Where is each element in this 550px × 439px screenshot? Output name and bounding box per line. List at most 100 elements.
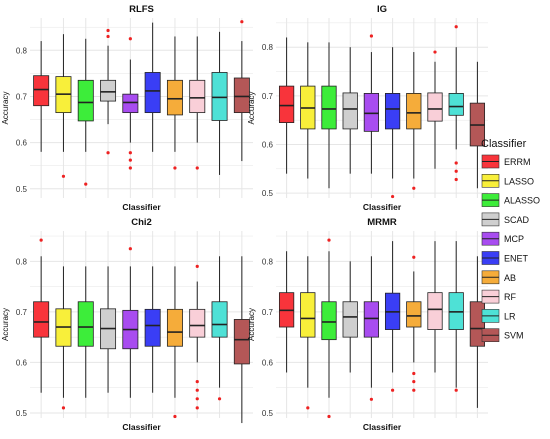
panel-title: MRMR [367, 217, 397, 228]
box-svm [469, 61, 486, 189]
y-tick-label: 0.5 [262, 409, 274, 418]
outlier-point [306, 406, 310, 410]
panel-rlfs: RLFS 0.5 0.6 0.7 0.8 Accuracy Classifier [1, 4, 253, 212]
box-iqr [469, 301, 486, 347]
box-svm [233, 256, 250, 424]
outlier-point [128, 151, 132, 155]
outlier-point [433, 50, 437, 54]
outlier-point [106, 151, 110, 155]
outlier-point [240, 20, 244, 24]
outlier-point [412, 380, 416, 384]
box-lr [211, 31, 228, 175]
y-tick-label: 0.5 [16, 409, 28, 418]
x-axis-label: Classifier [122, 202, 161, 212]
y-tick-label: 0.8 [16, 46, 28, 55]
panel-mrmr: MRMR 0.5 0.6 0.7 0.8 Accuracy Classifier [247, 217, 488, 432]
box-iqr [321, 85, 337, 130]
box-mcp [363, 256, 380, 401]
y-tick-label: 0.8 [16, 257, 28, 266]
y-axis-label: Accuracy [247, 308, 256, 341]
legend-label: AB [504, 273, 516, 283]
box-rf [189, 264, 206, 410]
box-alasso [77, 266, 94, 398]
box-svm [469, 256, 486, 408]
outlier-point [195, 388, 199, 392]
outlier-point [128, 166, 132, 170]
box-enet [384, 47, 401, 199]
box-iqr [33, 301, 50, 338]
outlier-point [195, 380, 199, 384]
outlier-point [454, 161, 458, 165]
panel-chi2: Chi2 0.5 0.6 0.7 0.8 Accuracy Classifier [1, 217, 253, 432]
box-scad [342, 47, 358, 174]
outlier-point [195, 397, 199, 401]
legend-label: SVM [504, 331, 524, 341]
outlier-point [39, 238, 43, 242]
box-iqr [406, 301, 422, 328]
y-tick-label: 0.7 [16, 308, 28, 317]
y-tick-label: 0.6 [16, 139, 28, 148]
box-ab [406, 52, 422, 190]
y-tick-label: 0.6 [16, 358, 28, 367]
outlier-point [61, 406, 66, 410]
legend: Classifier ERRM LASSO ALASSO SCAD MCP ENET AB RF… [481, 138, 540, 343]
outlier-point [173, 414, 177, 419]
outlier-point [195, 166, 199, 170]
legend-item-lr: LR [481, 309, 516, 323]
outlier-point [61, 174, 66, 178]
legend-label: ERRM [504, 157, 531, 167]
box-lasso [300, 256, 316, 410]
legend-item-errm: ERRM [481, 154, 531, 169]
box-errm [278, 37, 295, 174]
box-iqr [166, 308, 183, 347]
box-iqr [144, 308, 161, 347]
box-iqr [33, 75, 50, 107]
y-axis-label: Accuracy [1, 92, 10, 125]
outlier-point [327, 414, 331, 419]
box-iqr [211, 301, 228, 338]
box-enet [144, 266, 161, 393]
outlier-point [412, 186, 416, 190]
x-axis-label: Classifier [363, 202, 402, 212]
box-enet [384, 241, 401, 392]
y-tick-label: 0.6 [262, 358, 274, 367]
legend-item-enet: ENET [481, 251, 529, 265]
panel-title: IG [377, 4, 387, 15]
y-tick-label: 0.7 [262, 92, 274, 101]
panel-title: RLFS [129, 4, 154, 15]
box-iqr [427, 292, 443, 330]
box-enet [144, 22, 161, 152]
box-lr [448, 241, 464, 392]
outlier-point [412, 255, 416, 259]
box-lasso [55, 34, 72, 178]
outlier-point [84, 182, 88, 186]
box-iqr [278, 85, 295, 123]
y-tick-label: 0.5 [16, 185, 28, 194]
legend-item-scad: SCAD [481, 212, 530, 227]
box-rf [189, 36, 206, 170]
box-lasso [55, 266, 72, 410]
y-axis-label: Accuracy [1, 308, 10, 341]
box-errm [33, 238, 50, 393]
box-rf [427, 241, 443, 373]
panel-ig: IG 0.5 0.6 0.7 0.8 Accuracy Classifier [247, 4, 488, 212]
y-tick-label: 0.6 [262, 140, 274, 149]
box-errm [33, 41, 50, 152]
legend-label: LASSO [504, 176, 534, 186]
box-ab [166, 36, 183, 170]
legend-label: ENET [504, 254, 529, 264]
box-lr [211, 256, 228, 401]
box-iqr [100, 79, 117, 102]
box-iqr [363, 301, 380, 338]
y-tick-label: 0.5 [262, 189, 274, 198]
y-tick-label: 0.8 [262, 257, 274, 266]
box-scad [342, 261, 358, 373]
legend-label: RF [504, 292, 516, 302]
box-iqr [77, 301, 94, 347]
box-lr [448, 25, 464, 182]
outlier-point [128, 37, 132, 41]
outlier-point [106, 34, 110, 39]
box-iqr [448, 93, 464, 116]
outlier-point [128, 158, 132, 162]
